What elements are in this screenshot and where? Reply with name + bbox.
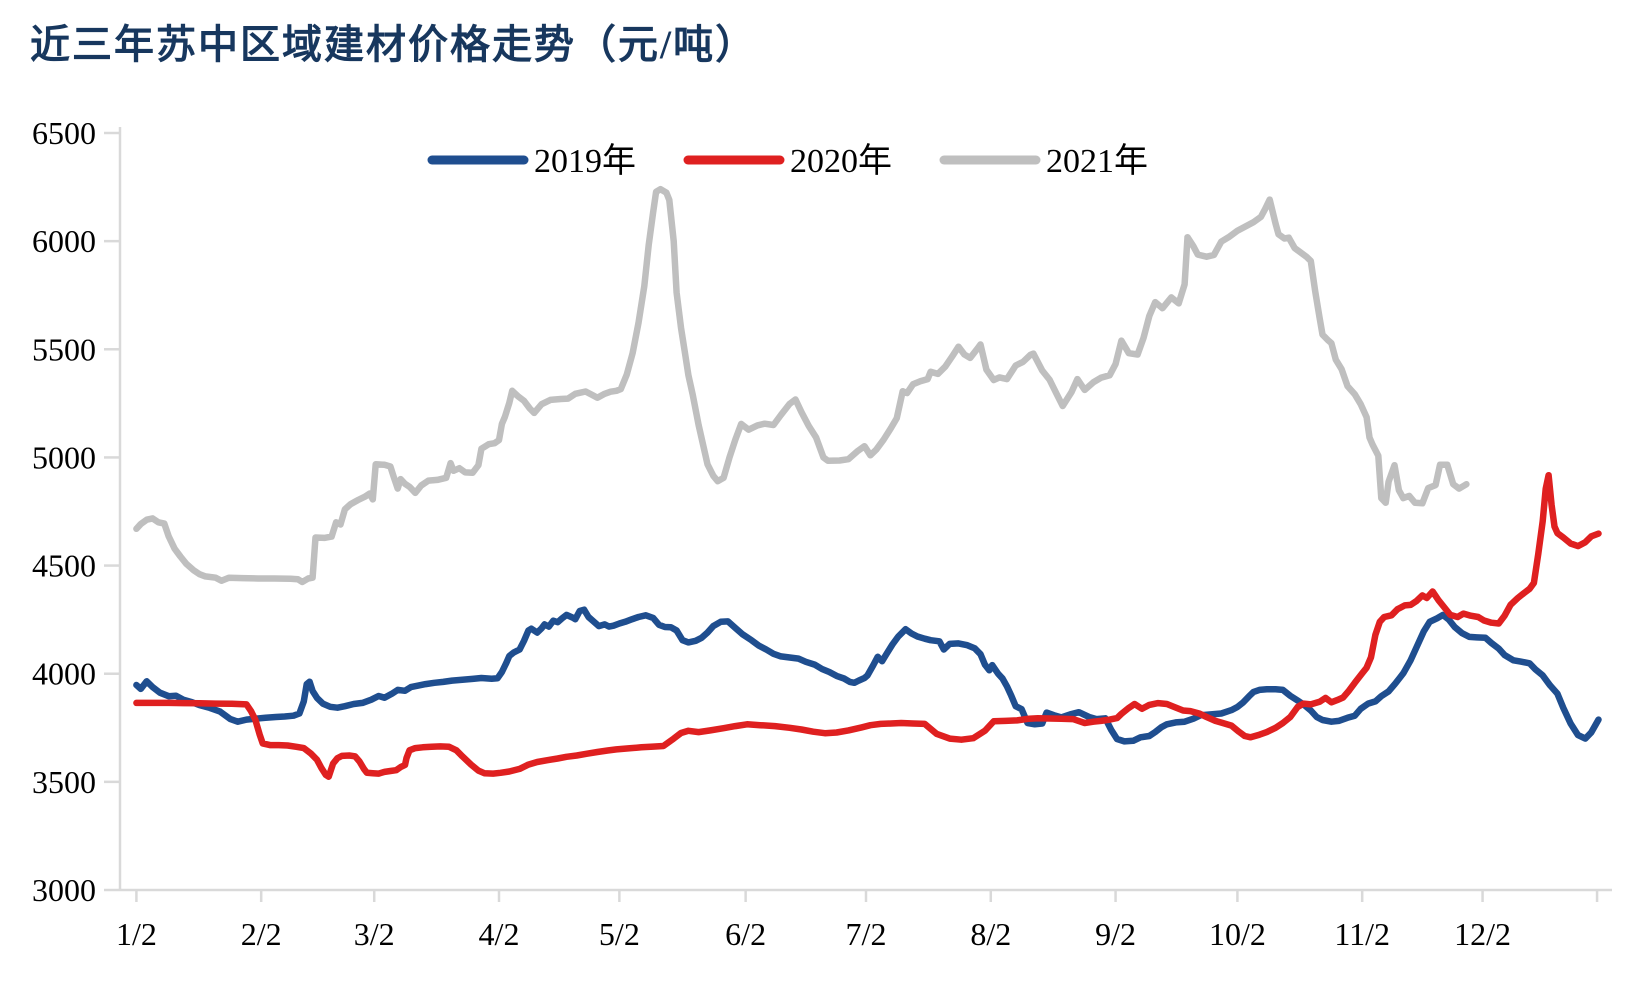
- x-tick-label: 11/2: [1334, 916, 1390, 952]
- x-tick-label: 3/2: [354, 916, 395, 952]
- series-line-2020年: [133, 471, 1602, 780]
- legend-label-2019年: 2019年: [534, 142, 636, 180]
- x-tick-label: 2/2: [241, 916, 282, 952]
- y-tick-label: 5500: [32, 331, 96, 367]
- x-tick-label: 7/2: [846, 916, 887, 952]
- legend-label-2020年: 2020年: [790, 142, 892, 180]
- legend-label-2021年: 2021年: [1046, 142, 1148, 180]
- y-tick-label: 6500: [32, 115, 96, 151]
- series-line-2021年: [133, 185, 1470, 586]
- x-tick-label: 6/2: [725, 916, 766, 952]
- y-tick-label: 5000: [32, 439, 96, 475]
- x-tick-label: 1/2: [116, 916, 157, 952]
- x-tick-label: 12/2: [1454, 916, 1511, 952]
- y-tick-label: 3500: [32, 764, 96, 800]
- series-line-2019年: [133, 606, 1602, 745]
- y-tick-label: 3000: [32, 872, 96, 908]
- y-tick-label: 4500: [32, 548, 96, 584]
- x-tick-label: 5/2: [599, 916, 640, 952]
- y-tick-label: 4000: [32, 656, 96, 692]
- y-tick-label: 6000: [32, 223, 96, 259]
- x-tick-label: 10/2: [1209, 916, 1266, 952]
- chart-title: 近三年苏中区域建材价格走势（元/吨）: [30, 22, 758, 67]
- x-tick-label: 8/2: [970, 916, 1011, 952]
- x-tick-label: 4/2: [479, 916, 520, 952]
- x-tick-label: 9/2: [1095, 916, 1136, 952]
